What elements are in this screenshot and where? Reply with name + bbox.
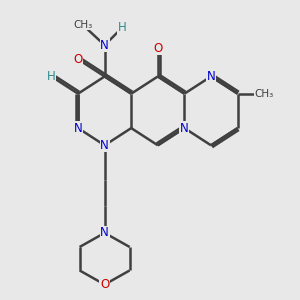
Text: O: O (74, 53, 83, 66)
Text: H: H (47, 70, 56, 83)
Text: N: N (100, 139, 109, 152)
Text: CH₃: CH₃ (73, 20, 92, 30)
Text: N: N (74, 122, 82, 135)
Text: O: O (153, 42, 162, 55)
Text: N: N (207, 70, 215, 83)
Text: N: N (100, 39, 109, 52)
Text: N: N (180, 122, 189, 135)
Text: N: N (100, 226, 109, 239)
Text: CH₃: CH₃ (255, 89, 274, 99)
Text: H: H (118, 22, 126, 34)
Text: O: O (100, 278, 109, 291)
